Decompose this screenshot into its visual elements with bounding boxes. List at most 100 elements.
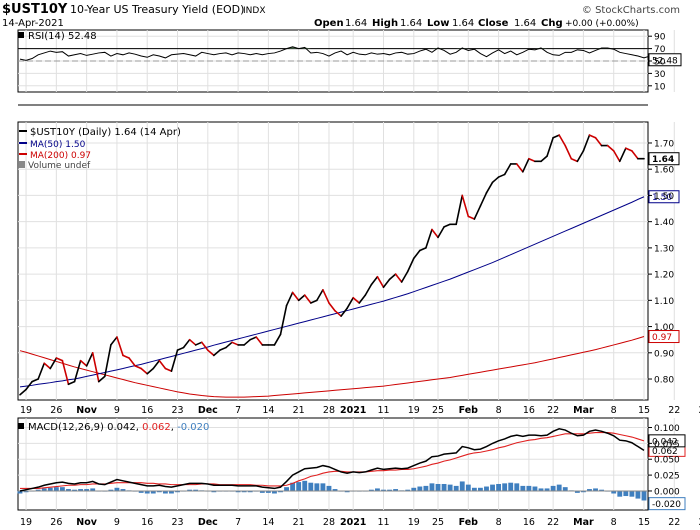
price-segment	[570, 157, 579, 163]
price-segment	[43, 362, 52, 370]
x-tick-label: 16	[523, 405, 535, 416]
price-y-tick-label: 1.50	[654, 192, 674, 202]
ohlc-high: 1.64	[400, 18, 422, 29]
price-segment	[110, 336, 118, 346]
macd-histogram-bar	[211, 490, 217, 493]
macd-histogram-bar	[587, 489, 592, 491]
price-segment	[437, 226, 445, 239]
rsi-y-tick-label: 90	[654, 33, 666, 43]
macd-last-value: 0.042	[652, 437, 678, 447]
rsi-legend: RSI(14) 52.48	[18, 31, 97, 42]
macd-histogram-bar	[465, 484, 471, 491]
price-segment	[188, 338, 197, 346]
price-segment	[152, 359, 161, 370]
exchange: INDX	[243, 6, 265, 16]
ma50-last-value-box	[648, 190, 680, 204]
panel-frames	[17, 29, 649, 511]
volume-legend-text: Volume undef	[28, 161, 91, 171]
price-segment	[461, 194, 470, 218]
price-y-tick-label: 1.40	[654, 218, 674, 228]
macd-line	[19, 428, 645, 492]
rsi-legend-text: RSI(14) 52.48	[28, 31, 97, 42]
price-segment	[582, 134, 591, 152]
macd-histogram-bar	[120, 489, 126, 491]
price-segment	[19, 388, 27, 396]
price-segment	[576, 150, 585, 163]
x-tick-label: 16	[523, 517, 535, 528]
price-segment	[552, 134, 560, 139]
x-tick-label: Nov	[76, 405, 97, 416]
price-segment	[515, 163, 524, 173]
x-tick-label: 15	[638, 517, 650, 528]
ma200-line	[19, 336, 645, 398]
rsi-y-tick-label: 30	[654, 70, 666, 80]
price-segment	[25, 380, 33, 391]
x-tick-label: 22	[668, 517, 680, 528]
macd-histogram-bar	[169, 490, 174, 494]
x-tick-label: Mar	[573, 405, 594, 416]
macd-histogram-bar	[332, 489, 338, 491]
price-segment	[346, 296, 355, 310]
macd-histogram-bar	[411, 487, 417, 491]
x-tick-label: Feb	[459, 517, 479, 528]
macd-histogram-bar	[47, 487, 53, 491]
x-tick-label: Mar	[573, 517, 594, 528]
price-segment	[249, 336, 258, 341]
price-segment	[497, 173, 506, 178]
x-tick-label: 2021	[340, 517, 366, 528]
macd-histogram-bar	[417, 486, 423, 491]
y-axis: 90 70 50 30 10 1.70 1.60 1.50 1.40 1.30 1.20 1.10 1.…	[648, 33, 680, 497]
x-tick-label: 15	[638, 405, 650, 416]
macd-histogram-bar	[405, 489, 411, 491]
macd-histogram-bar	[435, 483, 441, 491]
price-segment	[194, 341, 203, 346]
x-tick-label: 9	[114, 405, 120, 416]
price-segment	[182, 338, 191, 349]
price-segment	[406, 257, 415, 273]
price-panel: 1.64 1.50 0.97	[19, 134, 680, 398]
price-segment	[176, 346, 185, 351]
x-tick-label: 16	[141, 405, 153, 416]
price-y-tick-label: 1.00	[654, 323, 674, 333]
x-tick-label: 28	[323, 517, 335, 528]
macd-histogram-bar	[296, 482, 302, 491]
price-segment	[104, 344, 112, 378]
macd-histogram-bar	[611, 490, 617, 494]
price-segment	[219, 346, 227, 351]
macd-histogram-bar	[284, 487, 289, 491]
price-segment	[419, 247, 427, 252]
macd-histogram-bar	[453, 485, 459, 491]
rsi-y-tick-label: 50	[654, 58, 666, 68]
ma200-legend-text: MA(200) 0.97	[30, 151, 91, 161]
macd-histogram-bar	[459, 481, 465, 491]
price-segment	[618, 147, 627, 163]
macd-histogram-bar	[471, 487, 477, 491]
macd-histogram-bar	[320, 483, 326, 491]
x-tick-label: 14	[262, 405, 274, 416]
ohlc-chg: +0.00 (+0.00%)	[565, 19, 639, 29]
x-tick-label: 19	[20, 405, 32, 416]
price-segment	[31, 378, 39, 383]
price-segment	[116, 336, 124, 357]
price-segment	[455, 194, 464, 226]
x-tick-label: 7	[235, 517, 241, 528]
symbol: $UST10Y	[2, 2, 68, 17]
macd-histogram-bar	[66, 489, 71, 491]
price-segment	[97, 375, 106, 383]
price-legend: $UST10Y (Daily) 1.64 (14 Apr) MA(50) 1.5…	[19, 127, 181, 171]
grid-lines	[18, 30, 675, 510]
macd-histogram-bar	[247, 490, 253, 493]
ma50-last-value: 1.50	[652, 193, 672, 203]
price-segment	[364, 283, 373, 296]
price-segment	[612, 150, 621, 163]
macd-histogram-bar	[375, 488, 380, 491]
x-tick-label: 23	[171, 517, 183, 528]
macd-histogram-bar	[150, 490, 156, 494]
macd-histogram-bar	[314, 483, 320, 491]
x-tick-label: 9	[114, 517, 120, 528]
macd-histogram-bar	[556, 484, 562, 491]
macd-last-value-box	[648, 434, 686, 448]
x-tick-label: 22	[668, 405, 680, 416]
price-segment	[322, 289, 330, 304]
brand: © StockCharts.com	[582, 5, 680, 16]
